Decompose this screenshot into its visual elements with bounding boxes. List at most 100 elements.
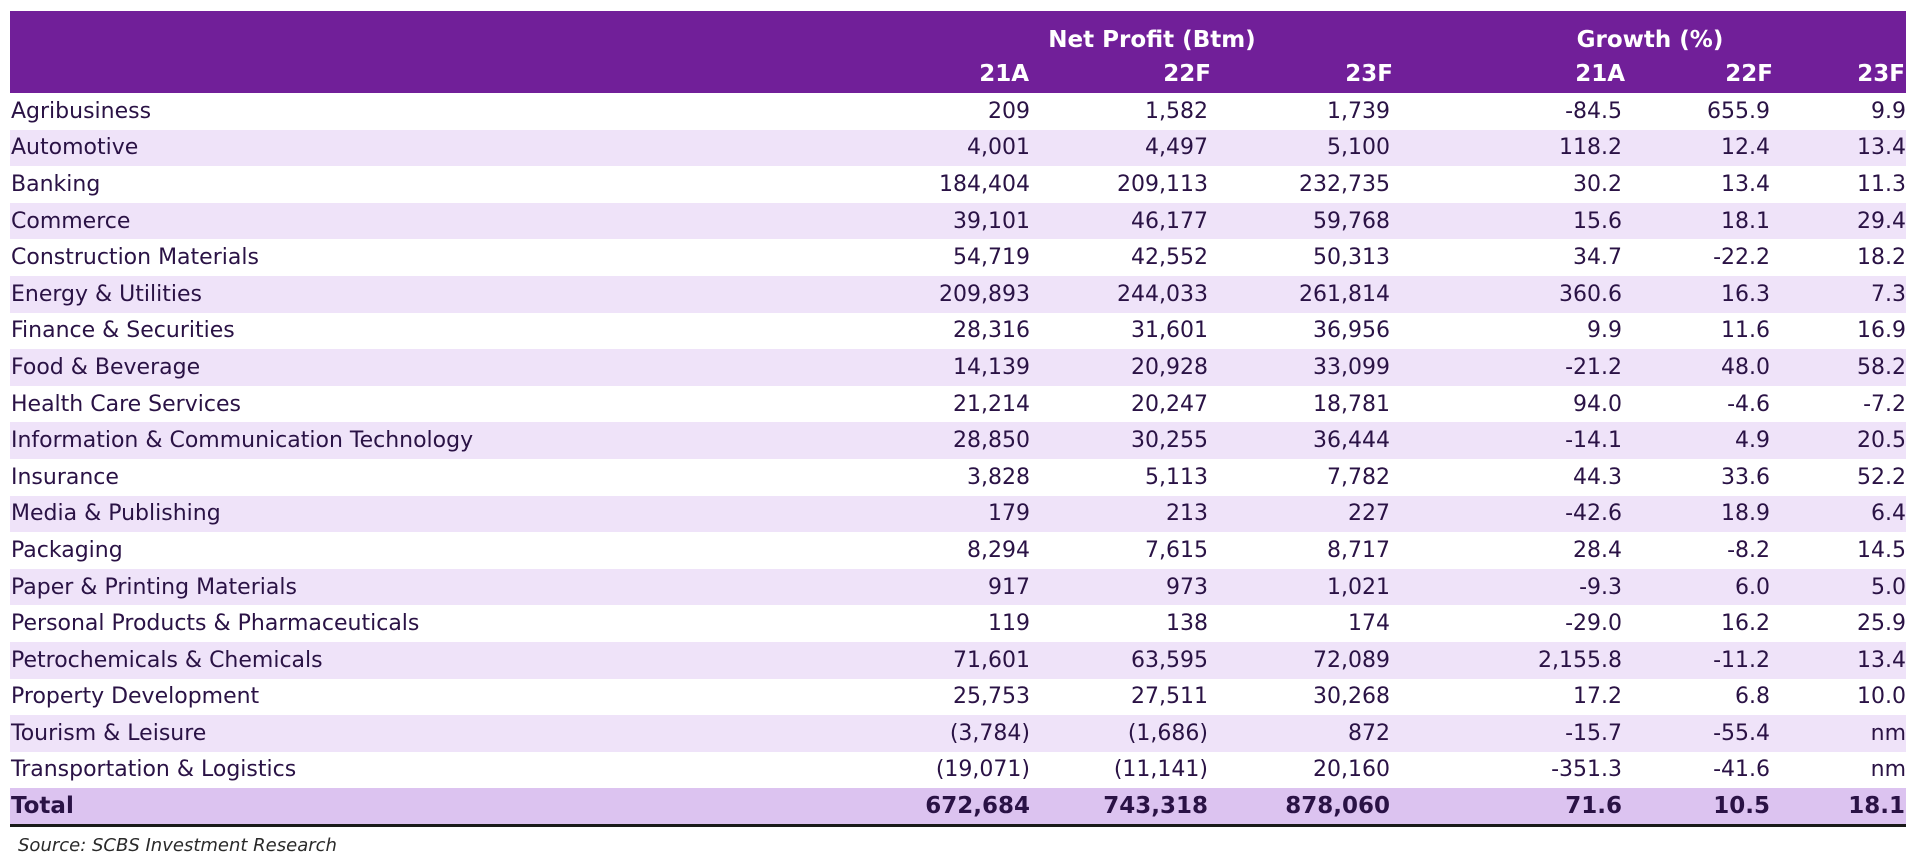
net-profit-22f-cell: 4,497 bbox=[1030, 129, 1212, 167]
header-np-21a: 21A bbox=[910, 55, 1030, 93]
sector-name-cell: Tourism & Leisure bbox=[10, 715, 910, 752]
growth-21a-cell: 9.9 bbox=[1394, 312, 1626, 350]
net-profit-group-header: Net Profit (Btm) bbox=[910, 11, 1394, 55]
header-blank-cell bbox=[10, 11, 910, 55]
growth-23f-cell: nm bbox=[1774, 751, 1906, 789]
sector-name-cell: Energy & Utilities bbox=[10, 275, 910, 313]
growth-23f-cell: 7.3 bbox=[1774, 275, 1906, 313]
sector-name-cell: Transportation & Logistics bbox=[10, 751, 910, 789]
table-row: Media & Publishing 179 213 227 -42.6 18.9 6.4 bbox=[10, 495, 1906, 533]
net-profit-21a-cell: 71,601 bbox=[910, 641, 1030, 679]
net-profit-21a-cell: 917 bbox=[910, 568, 1030, 606]
net-profit-21a-cell: 179 bbox=[910, 495, 1030, 533]
net-profit-22f-cell: 46,177 bbox=[1030, 202, 1212, 240]
net-profit-23f-cell: 20,160 bbox=[1212, 751, 1394, 789]
growth-21a-cell: 17.2 bbox=[1394, 678, 1626, 716]
total-np-21a: 672,684 bbox=[910, 788, 1030, 828]
sector-name-cell: Automotive bbox=[10, 129, 910, 167]
net-profit-22f-cell: 30,255 bbox=[1030, 422, 1212, 459]
growth-22f-cell: 18.1 bbox=[1626, 202, 1774, 240]
growth-22f-cell: 4.9 bbox=[1626, 422, 1774, 459]
net-profit-22f-cell: (1,686) bbox=[1030, 715, 1212, 752]
header-group-row: Net Profit (Btm) Growth (%) bbox=[10, 11, 1906, 55]
sector-name-cell: Agribusiness bbox=[10, 93, 910, 130]
net-profit-22f-cell: 20,928 bbox=[1030, 349, 1212, 386]
net-profit-22f-cell: 31,601 bbox=[1030, 312, 1212, 350]
growth-21a-cell: -14.1 bbox=[1394, 422, 1626, 459]
net-profit-21a-cell: 28,850 bbox=[910, 422, 1030, 459]
net-profit-22f-cell: 63,595 bbox=[1030, 641, 1212, 679]
growth-23f-cell: 9.9 bbox=[1774, 93, 1906, 130]
growth-22f-cell: 6.8 bbox=[1626, 678, 1774, 716]
net-profit-23f-cell: 30,268 bbox=[1212, 678, 1394, 716]
table-row: Packaging 8,294 7,615 8,717 28.4 -8.2 14.5 bbox=[10, 532, 1906, 569]
header-growth-23f: 23F bbox=[1774, 55, 1906, 93]
growth-22f-cell: 11.6 bbox=[1626, 312, 1774, 350]
growth-21a-cell: -84.5 bbox=[1394, 93, 1626, 130]
table-row: Personal Products & Pharmaceuticals 119 13… bbox=[10, 605, 1906, 642]
growth-21a-cell: 2,155.8 bbox=[1394, 641, 1626, 679]
net-profit-22f-cell: 42,552 bbox=[1030, 239, 1212, 276]
growth-21a-cell: 28.4 bbox=[1394, 532, 1626, 569]
net-profit-21a-cell: 209,893 bbox=[910, 275, 1030, 313]
net-profit-23f-cell: 232,735 bbox=[1212, 166, 1394, 203]
net-profit-23f-cell: 5,100 bbox=[1212, 129, 1394, 167]
header-np-22f: 22F bbox=[1030, 55, 1212, 93]
net-profit-22f-cell: 20,247 bbox=[1030, 385, 1212, 423]
net-profit-23f-cell: 8,717 bbox=[1212, 532, 1394, 569]
sector-name-cell: Petrochemicals & Chemicals bbox=[10, 641, 910, 679]
net-profit-23f-cell: 36,956 bbox=[1212, 312, 1394, 350]
total-growth-23f: 18.1 bbox=[1774, 788, 1906, 828]
growth-22f-cell: 12.4 bbox=[1626, 129, 1774, 167]
total-growth-22f: 10.5 bbox=[1626, 788, 1774, 828]
net-profit-22f-cell: (11,141) bbox=[1030, 751, 1212, 789]
net-profit-21a-cell: 184,404 bbox=[910, 166, 1030, 203]
table-row: Paper & Printing Materials 917 973 1,021 -9.… bbox=[10, 568, 1906, 606]
sector-name-cell: Packaging bbox=[10, 532, 910, 569]
net-profit-23f-cell: 1,739 bbox=[1212, 93, 1394, 130]
growth-23f-cell: 5.0 bbox=[1774, 568, 1906, 606]
sector-name-cell: Media & Publishing bbox=[10, 495, 910, 533]
header-year-row: 21A 22F 23F 21A 22F 23F bbox=[10, 55, 1906, 93]
sector-earnings-table: Net Profit (Btm) Growth (%) 21A 22F 23F … bbox=[10, 11, 1906, 828]
table-row: Automotive 4,001 4,497 5,100 118.2 12.4 13.4 bbox=[10, 129, 1906, 167]
growth-23f-cell: 10.0 bbox=[1774, 678, 1906, 716]
sector-name-cell: Banking bbox=[10, 166, 910, 203]
table-row: Commerce 39,101 46,177 59,768 15.6 18.1 29.4 bbox=[10, 202, 1906, 240]
growth-21a-cell: -29.0 bbox=[1394, 605, 1626, 642]
growth-21a-cell: -9.3 bbox=[1394, 568, 1626, 606]
total-row: Total 672,684 743,318 878,060 71.6 10.5 … bbox=[10, 788, 1906, 828]
net-profit-21a-cell: 8,294 bbox=[910, 532, 1030, 569]
sector-name-cell: Information & Communication Technology bbox=[10, 422, 910, 459]
growth-23f-cell: 20.5 bbox=[1774, 422, 1906, 459]
net-profit-23f-cell: 72,089 bbox=[1212, 641, 1394, 679]
total-label: Total bbox=[10, 788, 910, 828]
growth-22f-cell: 6.0 bbox=[1626, 568, 1774, 606]
table-row: Agribusiness 209 1,582 1,739 -84.5 655.9 9.9 bbox=[10, 93, 1906, 130]
net-profit-23f-cell: 33,099 bbox=[1212, 349, 1394, 386]
growth-22f-cell: -8.2 bbox=[1626, 532, 1774, 569]
growth-21a-cell: 34.7 bbox=[1394, 239, 1626, 276]
table-row: Information & Communication Technology 28… bbox=[10, 422, 1906, 459]
table-row: Tourism & Leisure (3,784) (1,686) 872 -15.7-… bbox=[10, 715, 1906, 752]
table-row: Property Development 25,753 27,511 30,268 17… bbox=[10, 678, 1906, 716]
growth-23f-cell: 16.9 bbox=[1774, 312, 1906, 350]
net-profit-23f-cell: 174 bbox=[1212, 605, 1394, 642]
net-profit-23f-cell: 50,313 bbox=[1212, 239, 1394, 276]
sector-earnings-table-wrapper: Net Profit (Btm) Growth (%) 21A 22F 23F … bbox=[10, 11, 1906, 828]
growth-23f-cell: 11.3 bbox=[1774, 166, 1906, 203]
net-profit-22f-cell: 138 bbox=[1030, 605, 1212, 642]
net-profit-22f-cell: 5,113 bbox=[1030, 458, 1212, 496]
header-growth-21a: 21A bbox=[1394, 55, 1626, 93]
total-np-22f: 743,318 bbox=[1030, 788, 1212, 828]
table-header: Net Profit (Btm) Growth (%) 21A 22F 23F … bbox=[10, 11, 1906, 93]
net-profit-23f-cell: 227 bbox=[1212, 495, 1394, 533]
table-row: Construction Materials 54,719 42,552 50,313… bbox=[10, 239, 1906, 276]
growth-23f-cell: 6.4 bbox=[1774, 495, 1906, 533]
net-profit-21a-cell: (19,071) bbox=[910, 751, 1030, 789]
net-profit-22f-cell: 213 bbox=[1030, 495, 1212, 533]
growth-22f-cell: 16.3 bbox=[1626, 275, 1774, 313]
growth-22f-cell: -55.4 bbox=[1626, 715, 1774, 752]
growth-23f-cell: 25.9 bbox=[1774, 605, 1906, 642]
growth-22f-cell: -22.2 bbox=[1626, 239, 1774, 276]
